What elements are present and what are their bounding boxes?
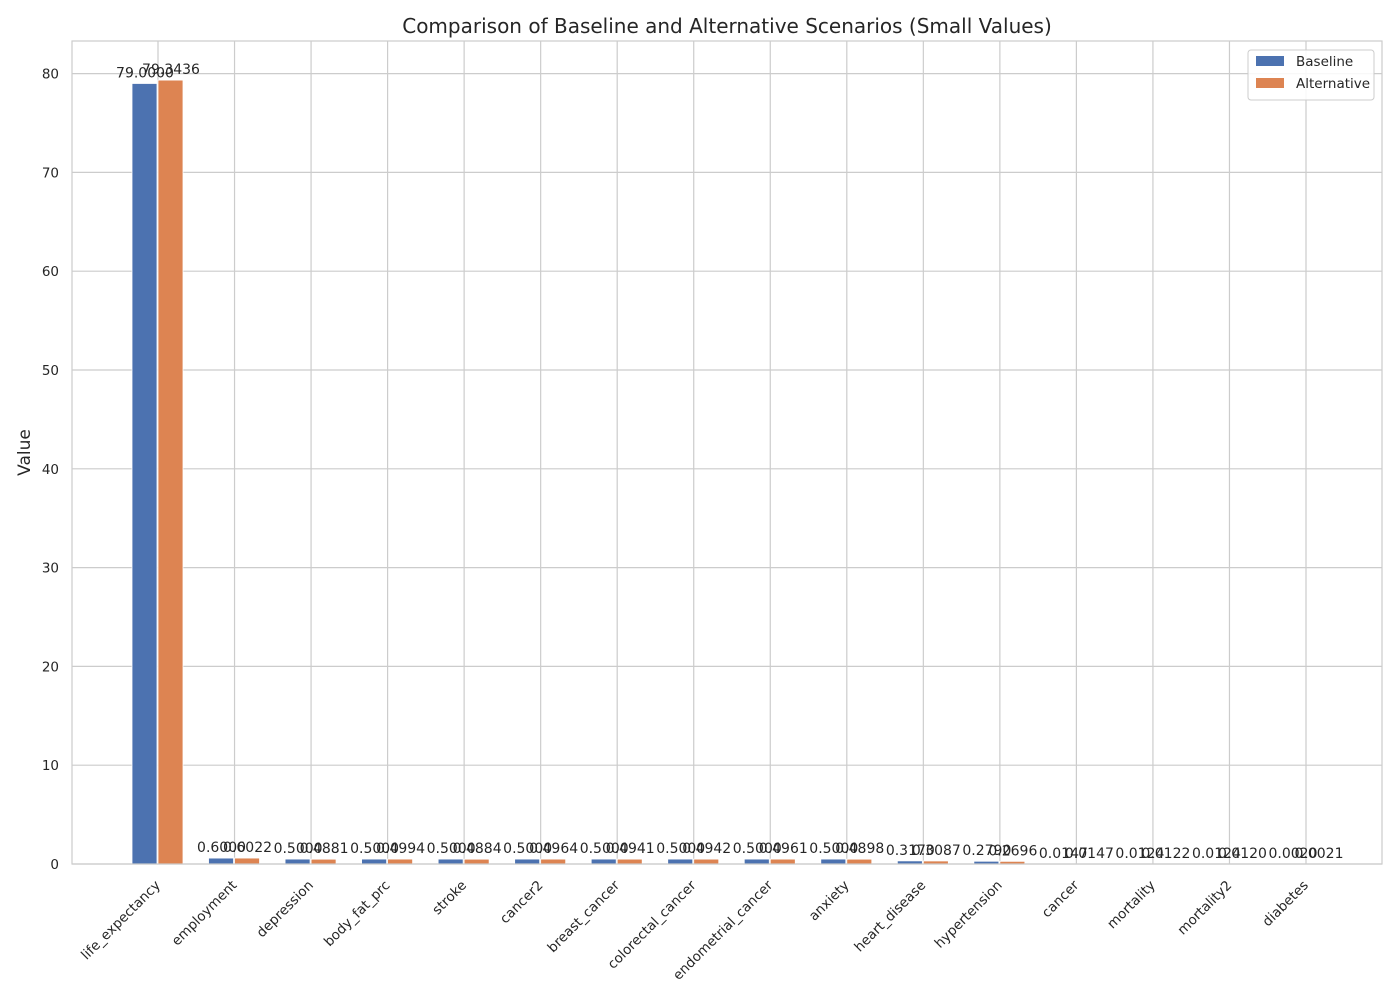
- x-tick-label: stroke: [429, 878, 470, 919]
- legend: Baseline Alternative: [1247, 49, 1375, 101]
- data-label-alternative: 79.3436: [142, 62, 200, 78]
- data-label-baseline: 0.5000: [656, 841, 705, 857]
- data-label-alternative: 0.6022: [223, 840, 272, 856]
- x-tick-label: hypertension: [932, 878, 1006, 952]
- x-tick-label: diabetes: [1259, 878, 1311, 930]
- data-label-baseline: 0.0020: [1269, 846, 1318, 862]
- data-label-alternative: 0.4941: [606, 841, 655, 857]
- data-label-alternative: 0.0120: [1218, 846, 1267, 862]
- y-tick-label: 20: [42, 659, 59, 675]
- chart-title: Comparison of Baseline and Alternative S…: [402, 14, 1052, 38]
- bar-alternative: [693, 858, 720, 865]
- data-label-alternative: 0.3087: [912, 843, 961, 859]
- bar-baseline: [514, 858, 541, 865]
- x-tick-label: mortality: [1104, 878, 1159, 933]
- bar-alternative: [310, 858, 337, 865]
- data-label-baseline: 0.5000: [427, 841, 476, 857]
- bar-baseline: [820, 858, 847, 865]
- legend-swatch-baseline: [1256, 56, 1284, 66]
- bar-baseline: [284, 858, 311, 865]
- data-label-alternative: 0.2696: [988, 843, 1037, 859]
- data-label-baseline: 0.5000: [733, 841, 782, 857]
- bar-alternative: [234, 857, 260, 865]
- data-label-alternative: 0.4964: [529, 841, 578, 857]
- data-label-baseline: 0.5000: [503, 841, 552, 857]
- data-label-baseline: 0.3170: [886, 843, 935, 859]
- plot-frame: [71, 40, 1383, 865]
- bar-baseline: [208, 857, 234, 865]
- grid: [72, 41, 1382, 865]
- data-label-baseline: 0.0124: [1192, 846, 1241, 862]
- data-label-alternative: 0.0122: [1141, 846, 1190, 862]
- data-label-alternative: 0.4884: [453, 841, 502, 857]
- data-labels: 79.0000 0.6000 0.5000 0.5000 0.5000 0.5000 0.5…: [116, 62, 1343, 862]
- x-tick-label: mortality2: [1175, 878, 1236, 939]
- bar-baseline: [131, 83, 158, 865]
- x-tick-label: anxiety: [806, 878, 853, 925]
- x-tick-label: cancer: [1039, 877, 1083, 921]
- bar-alternative: [616, 858, 643, 865]
- data-label-alternative: 0.0147: [1065, 846, 1114, 862]
- x-tick-label: heart_disease: [851, 878, 929, 956]
- x-tick-label: cancer2: [497, 878, 547, 928]
- y-tick-label: 0: [50, 857, 59, 873]
- bar-alternative: [387, 858, 414, 865]
- data-label-alternative: 0.4942: [682, 841, 731, 857]
- data-label-alternative: 0.4898: [835, 841, 884, 857]
- x-axis-ticks: life_expectancy employment depression body_…: [78, 877, 1312, 983]
- x-tick-label: depression: [254, 878, 317, 941]
- data-label-baseline: 0.5000: [350, 841, 399, 857]
- data-label-baseline: 0.5000: [580, 841, 629, 857]
- bar-alternative: [846, 858, 873, 865]
- data-label-baseline: 0.0124: [1115, 846, 1164, 862]
- data-label-alternative: 0.4994: [376, 841, 425, 857]
- bar-alternative: [157, 79, 184, 865]
- bar-baseline: [667, 858, 694, 865]
- data-label-baseline: 0.5000: [274, 841, 323, 857]
- y-tick-label: 10: [42, 758, 59, 774]
- bar-baseline: [437, 858, 464, 865]
- y-tick-label: 80: [42, 67, 59, 83]
- y-axis-label: Value: [15, 429, 35, 476]
- data-label-baseline: 0.2790: [962, 843, 1011, 859]
- legend-swatch-alternative: [1256, 78, 1284, 88]
- x-tick-label: life_expectancy: [78, 878, 164, 964]
- y-axis-ticks: 0 10 20 30 40 50 60 70 80: [42, 67, 59, 873]
- bar-alternative: [463, 858, 490, 865]
- data-label-baseline: 0.0147: [1039, 846, 1088, 862]
- data-label-baseline: 0.6000: [197, 840, 246, 856]
- bar-alternative: [540, 858, 567, 865]
- data-label-alternative: 0.4881: [300, 841, 349, 857]
- x-tick-label: breast_cancer: [545, 877, 624, 956]
- data-label-alternative: 0.0021: [1295, 846, 1344, 862]
- y-tick-label: 60: [42, 264, 59, 280]
- data-label-baseline: 0.5000: [809, 841, 858, 857]
- x-tick-label: employment: [169, 878, 241, 950]
- y-tick-label: 30: [42, 561, 59, 577]
- bars: [131, 79, 1332, 865]
- x-tick-label: body_fat_prc: [321, 878, 393, 950]
- y-tick-label: 70: [42, 165, 59, 181]
- data-label-baseline: 79.0000: [116, 65, 174, 81]
- bar-baseline: [743, 858, 770, 865]
- legend-label-alternative: Alternative: [1296, 76, 1370, 92]
- y-tick-label: 40: [42, 462, 59, 478]
- bar-baseline: [361, 858, 388, 865]
- y-tick-label: 50: [42, 363, 59, 379]
- bar-baseline: [590, 858, 617, 865]
- bar-alternative: [769, 858, 796, 865]
- legend-label-baseline: Baseline: [1296, 54, 1353, 70]
- data-label-alternative: 0.4961: [759, 841, 808, 857]
